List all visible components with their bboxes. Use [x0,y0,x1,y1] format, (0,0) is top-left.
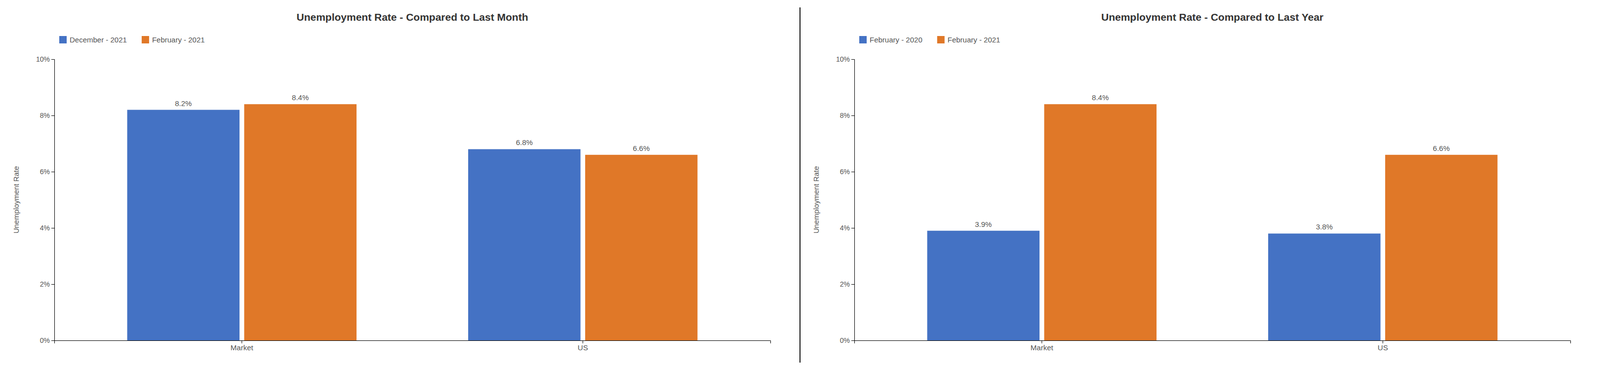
tick-mark [51,171,55,173]
tick-label: 2% [40,280,50,289]
x-tick: US [577,340,589,353]
bar [1044,104,1157,341]
legend-item: February - 2021 [937,35,1001,44]
legend-label: December - 2021 [69,35,127,44]
legend-swatch [141,36,150,44]
legend-swatch [937,36,945,44]
plot-area: 8.2% 6.8% 8.4% 6.6% 0% 2% 4% 6% 8% 10% Market US Une… [11,55,771,353]
x-tick: US [1377,340,1389,353]
data-label: 8.4% [291,93,309,102]
axis-line [51,59,55,342]
chart-title: Unemployment Rate - Compared to Last Mon… [296,11,528,23]
bar [468,149,581,341]
y-axis: 0% 2% 4% 6% 8% 10% [836,55,855,345]
chart-panel: 3.9% 3.8% 8.4% 6.6% 0% 2% 4% 6% 8% 10% Market US Une… [811,11,1571,353]
tick-mark [51,59,55,60]
data-labels: 8.2% 6.8% 8.4% 6.6% [174,93,650,153]
tick-label: 8% [840,111,850,120]
tick-label: 10% [36,55,50,64]
axis-line [851,59,855,342]
x-tick: Market [1030,340,1054,353]
data-label: 6.6% [1433,144,1450,153]
data-label: 3.9% [974,220,992,229]
legend-item: February - 2021 [141,35,205,44]
tick-mark [851,228,855,229]
tick-label: 0% [40,336,50,345]
tick-label: Market [1030,343,1054,353]
tick-mark [51,228,55,229]
tick-label: 6% [40,167,50,176]
y-tick: 6% [40,167,55,176]
tick-mark [851,115,855,117]
legend-item: February - 2020 [859,35,923,44]
legend-label: February - 2021 [947,35,1001,44]
plot-area: 3.9% 3.8% 8.4% 6.6% 0% 2% 4% 6% 8% 10% Market US Une… [811,55,1571,353]
tick-mark [851,171,855,173]
y-tick: 0% [40,336,55,345]
y-tick: 10% [36,55,55,64]
legend-item: December - 2021 [59,35,127,44]
tick-mark [851,284,855,285]
data-labels: 3.9% 3.8% 8.4% 6.6% [974,93,1450,232]
legend-swatch [859,36,867,44]
chart-panel: 8.2% 6.8% 8.4% 6.6% 0% 2% 4% 6% 8% 10% Market US Une… [11,11,771,353]
x-axis: Market US [854,340,1571,353]
y-tick: 8% [40,111,55,120]
y-tick: 2% [40,280,55,289]
tick-label: 6% [840,167,850,176]
bar [127,110,240,341]
y-tick: 2% [840,280,855,289]
tick-label: 0% [840,336,850,345]
x-tick: Market [230,340,254,353]
tick-mark [851,340,855,342]
y-tick: 4% [40,224,55,233]
tick-mark [51,284,55,285]
legend-swatch [59,36,67,44]
axis-line [54,341,771,345]
data-label: 6.8% [516,138,533,147]
bar [244,104,357,341]
tick-label: Market [230,343,254,353]
x-axis: Market US [54,340,771,353]
legend: February - 2020 February - 2021 [859,35,1000,44]
y-tick: 10% [836,55,855,64]
axis-line [854,341,1571,345]
tick-mark [51,115,55,117]
chart-title: Unemployment Rate - Compared to Last Yea… [1101,11,1324,23]
y-axis: 0% 2% 4% 6% 8% 10% [36,55,55,345]
data-label: 8.4% [1091,93,1109,102]
tick-label: US [1377,343,1389,353]
tick-label: US [577,343,589,353]
tick-mark [851,59,855,60]
chart-canvas: 8.2% 6.8% 8.4% 6.6% 0% 2% 4% 6% 8% 10% Market US Une… [0,0,1600,370]
bar [927,231,1040,341]
tick-label: 2% [840,280,850,289]
bar [1385,155,1498,341]
data-label: 6.6% [633,144,650,153]
tick-label: 4% [840,224,850,233]
axis-title: Unemployment Rate [811,166,821,235]
bar [1268,233,1381,341]
y-tick: 0% [840,336,855,345]
bars [127,104,698,341]
divider [799,7,801,363]
y-tick: 4% [840,224,855,233]
y-tick: 8% [840,111,855,120]
data-label: 3.8% [1316,222,1333,232]
tick-label: 10% [836,55,850,64]
legend: December - 2021 February - 2021 [59,35,205,44]
bar [585,155,698,341]
data-label: 8.2% [174,99,192,108]
tick-label: 4% [40,224,50,233]
tick-label: 8% [40,111,50,120]
legend-label: February - 2020 [869,35,923,44]
bars [927,104,1498,341]
legend-label: February - 2021 [152,35,205,44]
tick-mark [51,340,55,342]
y-tick: 6% [840,167,855,176]
axis-title: Unemployment Rate [11,166,21,235]
